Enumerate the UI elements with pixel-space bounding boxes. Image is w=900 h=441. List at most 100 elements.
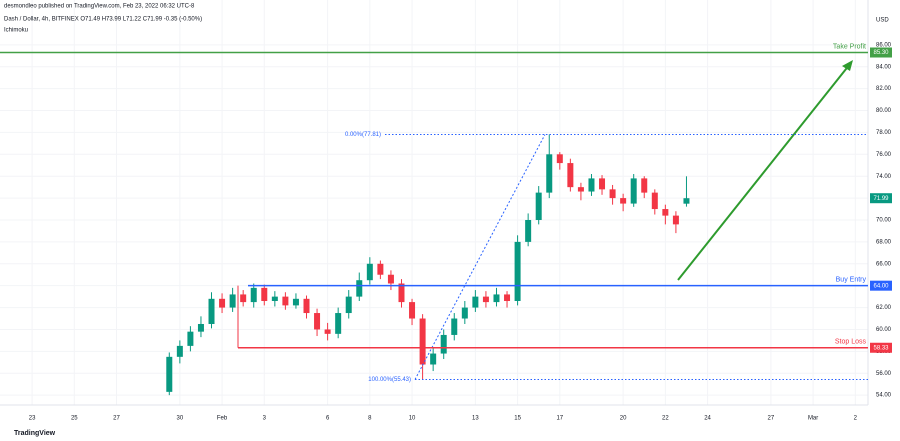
candle-body <box>187 331 194 346</box>
candle-body <box>176 345 183 357</box>
level-name: Stop Loss <box>835 339 867 346</box>
fib-label: 0.00%(77.81) <box>345 132 381 138</box>
trend-arrow <box>677 60 853 281</box>
fib-label: 100.00%(55.43) <box>368 377 411 383</box>
last-price-tag <box>870 193 892 204</box>
candle-body <box>641 178 648 193</box>
x-tick-label: 22 <box>662 416 669 422</box>
y-tick-label: 78.00 <box>876 130 892 136</box>
candle-body <box>482 296 489 303</box>
candle-body <box>567 163 574 188</box>
candle-body <box>630 178 637 204</box>
candle-body <box>451 318 458 335</box>
candle-body <box>219 298 226 308</box>
y-tick-label: 56.00 <box>876 371 892 377</box>
x-tick-label: 6 <box>326 416 330 422</box>
candle-body <box>229 294 236 308</box>
y-tick-label: 60.00 <box>876 327 892 333</box>
candle-body <box>588 178 595 192</box>
candle-body <box>430 353 437 365</box>
level-value: 64.00 <box>873 283 889 289</box>
candle-body <box>166 356 173 392</box>
y-tick-label: 66.00 <box>876 261 892 267</box>
candle-body <box>345 296 352 314</box>
y-tick-label: 68.00 <box>876 239 892 245</box>
candle-body <box>398 283 405 303</box>
x-tick-label: 27 <box>768 416 775 422</box>
x-tick-label: 23 <box>29 416 36 422</box>
candle-body <box>546 154 553 193</box>
level-value: 85.30 <box>873 50 889 56</box>
indicator-name: Ichimoku <box>4 28 28 34</box>
y-tick-label: 74.00 <box>876 174 892 180</box>
x-tick-label: 30 <box>177 416 184 422</box>
last-price-label: 71.99 <box>873 196 889 202</box>
level-tag <box>870 47 892 58</box>
y-tick-label: 82.00 <box>876 86 892 92</box>
candle-body <box>504 294 511 302</box>
candle-body <box>377 263 384 275</box>
arrow-head <box>842 60 853 71</box>
y-tick-label: 62.00 <box>876 305 892 311</box>
candle-body <box>282 296 289 306</box>
x-tick-label: 17 <box>556 416 563 422</box>
candle-body <box>335 313 342 334</box>
candle-body <box>683 198 690 204</box>
candle-body <box>314 313 321 330</box>
candle-body <box>535 192 542 220</box>
candle-body <box>250 287 257 303</box>
candle-body <box>493 294 500 303</box>
y-tick-label: 76.00 <box>876 152 892 158</box>
candle-body <box>672 215 679 225</box>
level-tag <box>870 342 892 353</box>
level-tag <box>870 280 892 291</box>
y-tick-label: 86.00 <box>876 42 892 48</box>
candle-body <box>556 154 563 164</box>
x-tick-label: Feb <box>217 416 228 422</box>
y-tick-label: 84.00 <box>876 64 892 70</box>
candle-body <box>387 274 394 284</box>
x-tick-label: 25 <box>71 416 78 422</box>
x-tick-label: 8 <box>368 416 372 422</box>
x-tick-label: 20 <box>620 416 627 422</box>
candle-body <box>577 187 584 192</box>
y-tick-label: 80.00 <box>876 108 892 114</box>
level-value: 58.33 <box>873 345 889 351</box>
candle-body <box>409 302 416 319</box>
candle-body <box>609 189 616 199</box>
x-tick-label: 13 <box>472 416 479 422</box>
candle-body <box>514 241 521 302</box>
x-tick-label: 10 <box>409 416 416 422</box>
x-tick-label: 2 <box>854 416 858 422</box>
x-tick-label: 3 <box>263 416 267 422</box>
candle-body <box>440 334 447 354</box>
candle-body <box>261 287 268 302</box>
candle-body <box>324 329 331 334</box>
candle-body <box>356 280 363 297</box>
candle-body <box>292 298 299 306</box>
x-tick-label: Mar <box>808 416 818 422</box>
candle-body <box>208 298 215 324</box>
y-tick-label: 54.00 <box>876 393 892 399</box>
candle-body <box>419 318 426 365</box>
candle-body <box>461 307 468 319</box>
candle-body <box>472 296 479 308</box>
watermark: TradingView <box>14 430 56 437</box>
level-name: Take Profit <box>833 43 866 50</box>
candle-body <box>197 323 204 332</box>
level-name: Buy Entry <box>836 277 867 284</box>
x-tick-label: 24 <box>704 416 711 422</box>
candle-body <box>303 298 310 314</box>
currency: USD <box>876 18 889 24</box>
candle-body <box>240 294 247 303</box>
candle-body <box>651 192 658 210</box>
x-tick-label: 27 <box>113 416 120 422</box>
arrow-line <box>677 63 851 281</box>
candle-body <box>271 296 278 302</box>
candle-body <box>525 219 532 242</box>
candle-body <box>662 209 669 216</box>
candle-body <box>620 198 627 204</box>
chart-title: Dash / Dollar, 4h, BITFINEX O71.49 H73.9… <box>4 17 202 23</box>
